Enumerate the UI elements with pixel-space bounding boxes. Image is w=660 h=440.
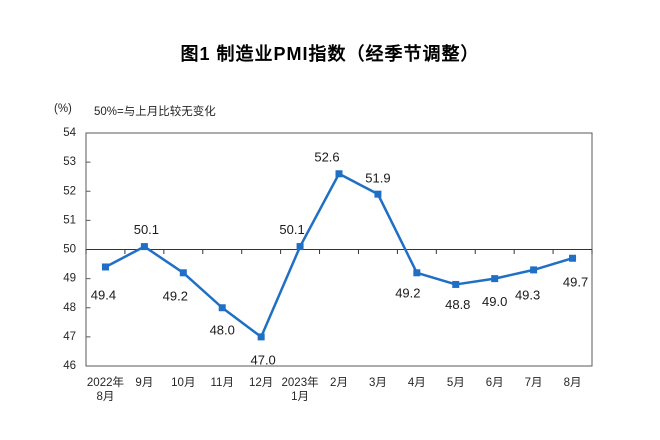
x-tick-label: 8月 — [564, 377, 582, 389]
data-point-marker — [179, 269, 187, 277]
y-tick-label: 52 — [63, 185, 76, 197]
x-tick-label: 6月 — [486, 377, 504, 389]
series-line — [104, 172, 574, 339]
data-point-marker — [101, 263, 109, 271]
x-tick-label: 11月 — [211, 377, 234, 389]
data-point-label: 47.0 — [250, 352, 275, 367]
x-tick-label: 2月 — [330, 377, 348, 389]
data-point-marker — [140, 243, 148, 251]
y-tick-label: 51 — [63, 214, 76, 226]
y-tick-label: 46 — [63, 360, 76, 372]
y-tick-label: 48 — [63, 302, 76, 314]
data-point-label: 49.4 — [91, 287, 116, 302]
data-point-marker — [218, 304, 226, 312]
x-tick-label: 10月 — [171, 377, 195, 389]
data-point-marker — [413, 269, 421, 277]
y-axis-unit-label: (%) — [54, 103, 72, 115]
data-point-marker — [335, 170, 343, 178]
axes: 46 47 48 49 50 51 52 53 54 — [63, 127, 593, 372]
data-point-label: 48.0 — [210, 322, 235, 337]
data-point-label: 49.0 — [482, 294, 507, 309]
y-tick-label: 54 — [63, 127, 76, 139]
x-tick-label: 2023年 1月 — [282, 375, 319, 403]
y-tick-label: 47 — [63, 331, 76, 343]
y-tick-label: 53 — [63, 156, 76, 168]
pmi-series: 49.4 50.1 49.2 48.0 47.0 50.1 52.6 51.9 49.2 48.8… — [91, 149, 588, 367]
x-tick-label: 3月 — [369, 377, 387, 389]
data-point-label: 50.1 — [134, 222, 159, 237]
data-point-label: 48.8 — [445, 297, 470, 312]
data-point-marker — [257, 333, 265, 341]
reference-note: 50%=与上月比较无变化 — [94, 106, 216, 118]
data-point-label: 49.2 — [163, 288, 188, 303]
data-point-label: 49.7 — [563, 275, 588, 290]
data-point-label: 52.6 — [314, 149, 339, 164]
x-tick-label: 2022年 8月 — [87, 375, 124, 403]
x-tick-label: 7月 — [525, 377, 543, 389]
chart-title: 图1 制造业PMI指数（经季节调整） — [180, 44, 480, 64]
data-point-label: 51.9 — [365, 171, 390, 186]
data-point-marker — [374, 190, 382, 198]
data-point-marker — [530, 266, 538, 274]
x-axis-labels: 2022年 8月 9月 10月 11月 12月 2023年 1月 2月 3月 4月 5月 6月 7月 8月 — [87, 375, 582, 403]
data-point-marker — [569, 254, 577, 262]
data-point-label: 50.1 — [279, 222, 304, 237]
y-tick-label: 50 — [63, 244, 76, 256]
data-point-marker — [296, 243, 304, 251]
data-point-label: 49.2 — [395, 285, 420, 300]
data-point-marker — [452, 280, 460, 288]
x-tick-label: 9月 — [135, 377, 153, 389]
data-point-marker — [491, 275, 499, 283]
data-point-label: 49.3 — [515, 287, 540, 302]
x-tick-label: 4月 — [408, 377, 426, 389]
y-tick-label: 49 — [63, 273, 76, 285]
x-tick-label: 12月 — [249, 377, 273, 389]
x-tick-label: 5月 — [447, 377, 465, 389]
